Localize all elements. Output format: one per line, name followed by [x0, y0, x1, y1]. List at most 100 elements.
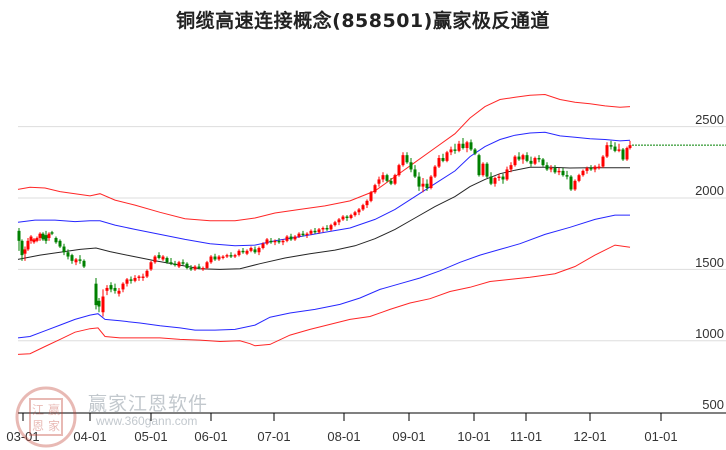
y-label-1500: 1500	[695, 255, 724, 270]
candle	[26, 237, 30, 251]
candle	[213, 253, 217, 261]
candle	[525, 152, 529, 163]
candle	[565, 170, 569, 180]
candle	[361, 203, 365, 211]
candle	[297, 232, 301, 238]
candle	[293, 235, 297, 241]
candle	[97, 297, 101, 313]
candle	[349, 213, 353, 220]
candle	[149, 260, 153, 271]
candle	[74, 257, 78, 266]
candle	[309, 229, 313, 236]
x-label-01-01: 01-01	[644, 429, 678, 444]
candle	[409, 158, 413, 173]
candle	[537, 155, 541, 163]
candle	[273, 239, 277, 246]
candle	[17, 227, 21, 251]
candle	[489, 172, 493, 186]
candle	[397, 163, 401, 177]
candle	[229, 252, 233, 258]
candle	[505, 166, 509, 181]
candlesticks	[17, 138, 632, 317]
x-label-10-01: 10-01	[457, 429, 491, 444]
candle	[209, 255, 213, 264]
candle	[445, 150, 449, 163]
candle	[197, 263, 201, 270]
y-label-2000: 2000	[695, 183, 724, 198]
candle	[389, 178, 393, 186]
candle	[301, 230, 305, 237]
candle	[44, 230, 48, 244]
candle	[101, 289, 105, 317]
x-label-06-01: 06-01	[194, 429, 228, 444]
candle	[581, 169, 585, 177]
candle	[405, 152, 409, 164]
candle	[281, 239, 285, 246]
x-label-09-01: 09-01	[392, 429, 426, 444]
candle	[113, 283, 117, 294]
svg-text:江: 江	[32, 403, 44, 417]
candle	[325, 225, 329, 231]
candle	[353, 210, 357, 217]
candle	[461, 138, 465, 150]
candle	[437, 155, 441, 169]
candle	[58, 239, 62, 248]
candle	[609, 140, 613, 150]
middle-line	[17, 166, 630, 270]
candle	[217, 255, 221, 261]
candle	[621, 148, 625, 161]
x-label-07-01: 07-01	[257, 429, 291, 444]
svg-text:赢: 赢	[48, 402, 60, 417]
candle	[29, 235, 33, 244]
x-label-03-01: 03-01	[6, 429, 40, 444]
candle	[493, 176, 497, 187]
candle	[561, 168, 565, 177]
candle	[269, 237, 273, 244]
candle	[557, 168, 561, 176]
candle	[385, 173, 389, 183]
seal-logo-icon: 江 赢 恩 家	[15, 386, 77, 448]
candle	[133, 275, 137, 283]
candle	[401, 152, 405, 167]
candle	[94, 277, 98, 310]
candle	[417, 172, 421, 191]
candle	[201, 266, 205, 271]
candle	[545, 162, 549, 171]
candle	[193, 265, 197, 271]
candle	[261, 242, 265, 250]
x-label-11-01: 11-01	[509, 429, 543, 444]
candle	[497, 173, 501, 181]
candle	[553, 165, 557, 174]
candle	[70, 253, 74, 264]
candle	[589, 165, 593, 171]
candle	[605, 142, 609, 159]
candle	[153, 255, 157, 264]
candle	[205, 260, 209, 270]
x-label-05-01: 05-01	[134, 429, 168, 444]
candle	[233, 253, 237, 258]
candle	[265, 237, 269, 246]
candle	[225, 253, 229, 258]
candle	[50, 230, 54, 236]
candle	[425, 179, 429, 191]
candle	[465, 140, 469, 153]
candle	[593, 165, 597, 173]
candle	[189, 265, 193, 271]
candle	[625, 146, 629, 161]
candle	[457, 140, 461, 153]
candle	[345, 215, 349, 221]
candle	[473, 148, 477, 156]
candle	[341, 215, 345, 221]
candle	[337, 217, 341, 226]
candle	[513, 155, 517, 167]
candle	[317, 227, 321, 234]
candle	[289, 233, 293, 241]
candle	[521, 153, 525, 164]
candle	[481, 162, 485, 177]
inner-upper-line	[17, 131, 631, 247]
candle	[305, 232, 309, 238]
candle	[333, 220, 337, 227]
candle	[181, 259, 185, 266]
candle	[585, 166, 589, 174]
x-label-08-01: 08-01	[327, 429, 361, 444]
